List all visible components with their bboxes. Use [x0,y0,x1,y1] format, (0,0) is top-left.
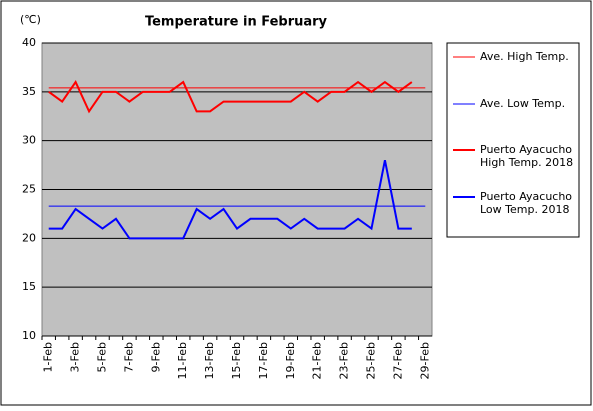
x-tick-label: 15-Feb [230,342,243,379]
legend-label: Puerto Ayacucho Low Temp. 2018 [480,190,573,216]
legend-entry: Ave. High Temp. [480,50,569,63]
legend [446,42,580,238]
x-tick-label: 1-Feb [42,342,55,372]
chart-title: Temperature in February [145,15,328,30]
series-line [48,160,412,240]
x-tick-label: 23-Feb [338,342,351,379]
y-tick-label: 15 [22,280,36,293]
x-tick-label: 3-Feb [69,342,82,372]
x-tick-label: 27-Feb [391,342,404,379]
legend-entry: Puerto Ayacucho Low Temp. 2018 [480,190,573,216]
y-tick-label: 30 [22,134,36,147]
x-tick-label: 25-Feb [364,342,377,379]
legend-entry: Puerto Ayacucho High Temp. 2018 [480,143,574,169]
x-tick-label: 21-Feb [311,342,324,379]
legend-label: Ave. Low Temp. [480,97,566,110]
legend-entry: Ave. Low Temp. [480,97,566,110]
legend-label: Puerto Ayacucho High Temp. 2018 [480,143,574,169]
legend-label: Ave. High Temp. [480,50,569,63]
x-tick-label: 29-Feb [418,342,431,379]
series-line [48,80,413,114]
y-tick-label: 20 [22,231,36,244]
x-tick-label: 13-Feb [203,342,216,379]
x-tick-label: 9-Feb [149,342,162,372]
x-tick-label: 7-Feb [122,342,135,372]
x-tick-label: 11-Feb [176,342,189,379]
x-tick-label: 17-Feb [257,342,270,379]
y-tick-label: 35 [22,85,36,98]
y-tick-label: 40 [22,36,36,49]
x-tick-label: 19-Feb [284,342,297,379]
y-tick-label: 10 [22,329,36,342]
y-axis-unit: (℃) [20,13,41,26]
y-tick-label: 25 [22,183,36,196]
x-tick-label: 5-Feb [96,342,109,372]
